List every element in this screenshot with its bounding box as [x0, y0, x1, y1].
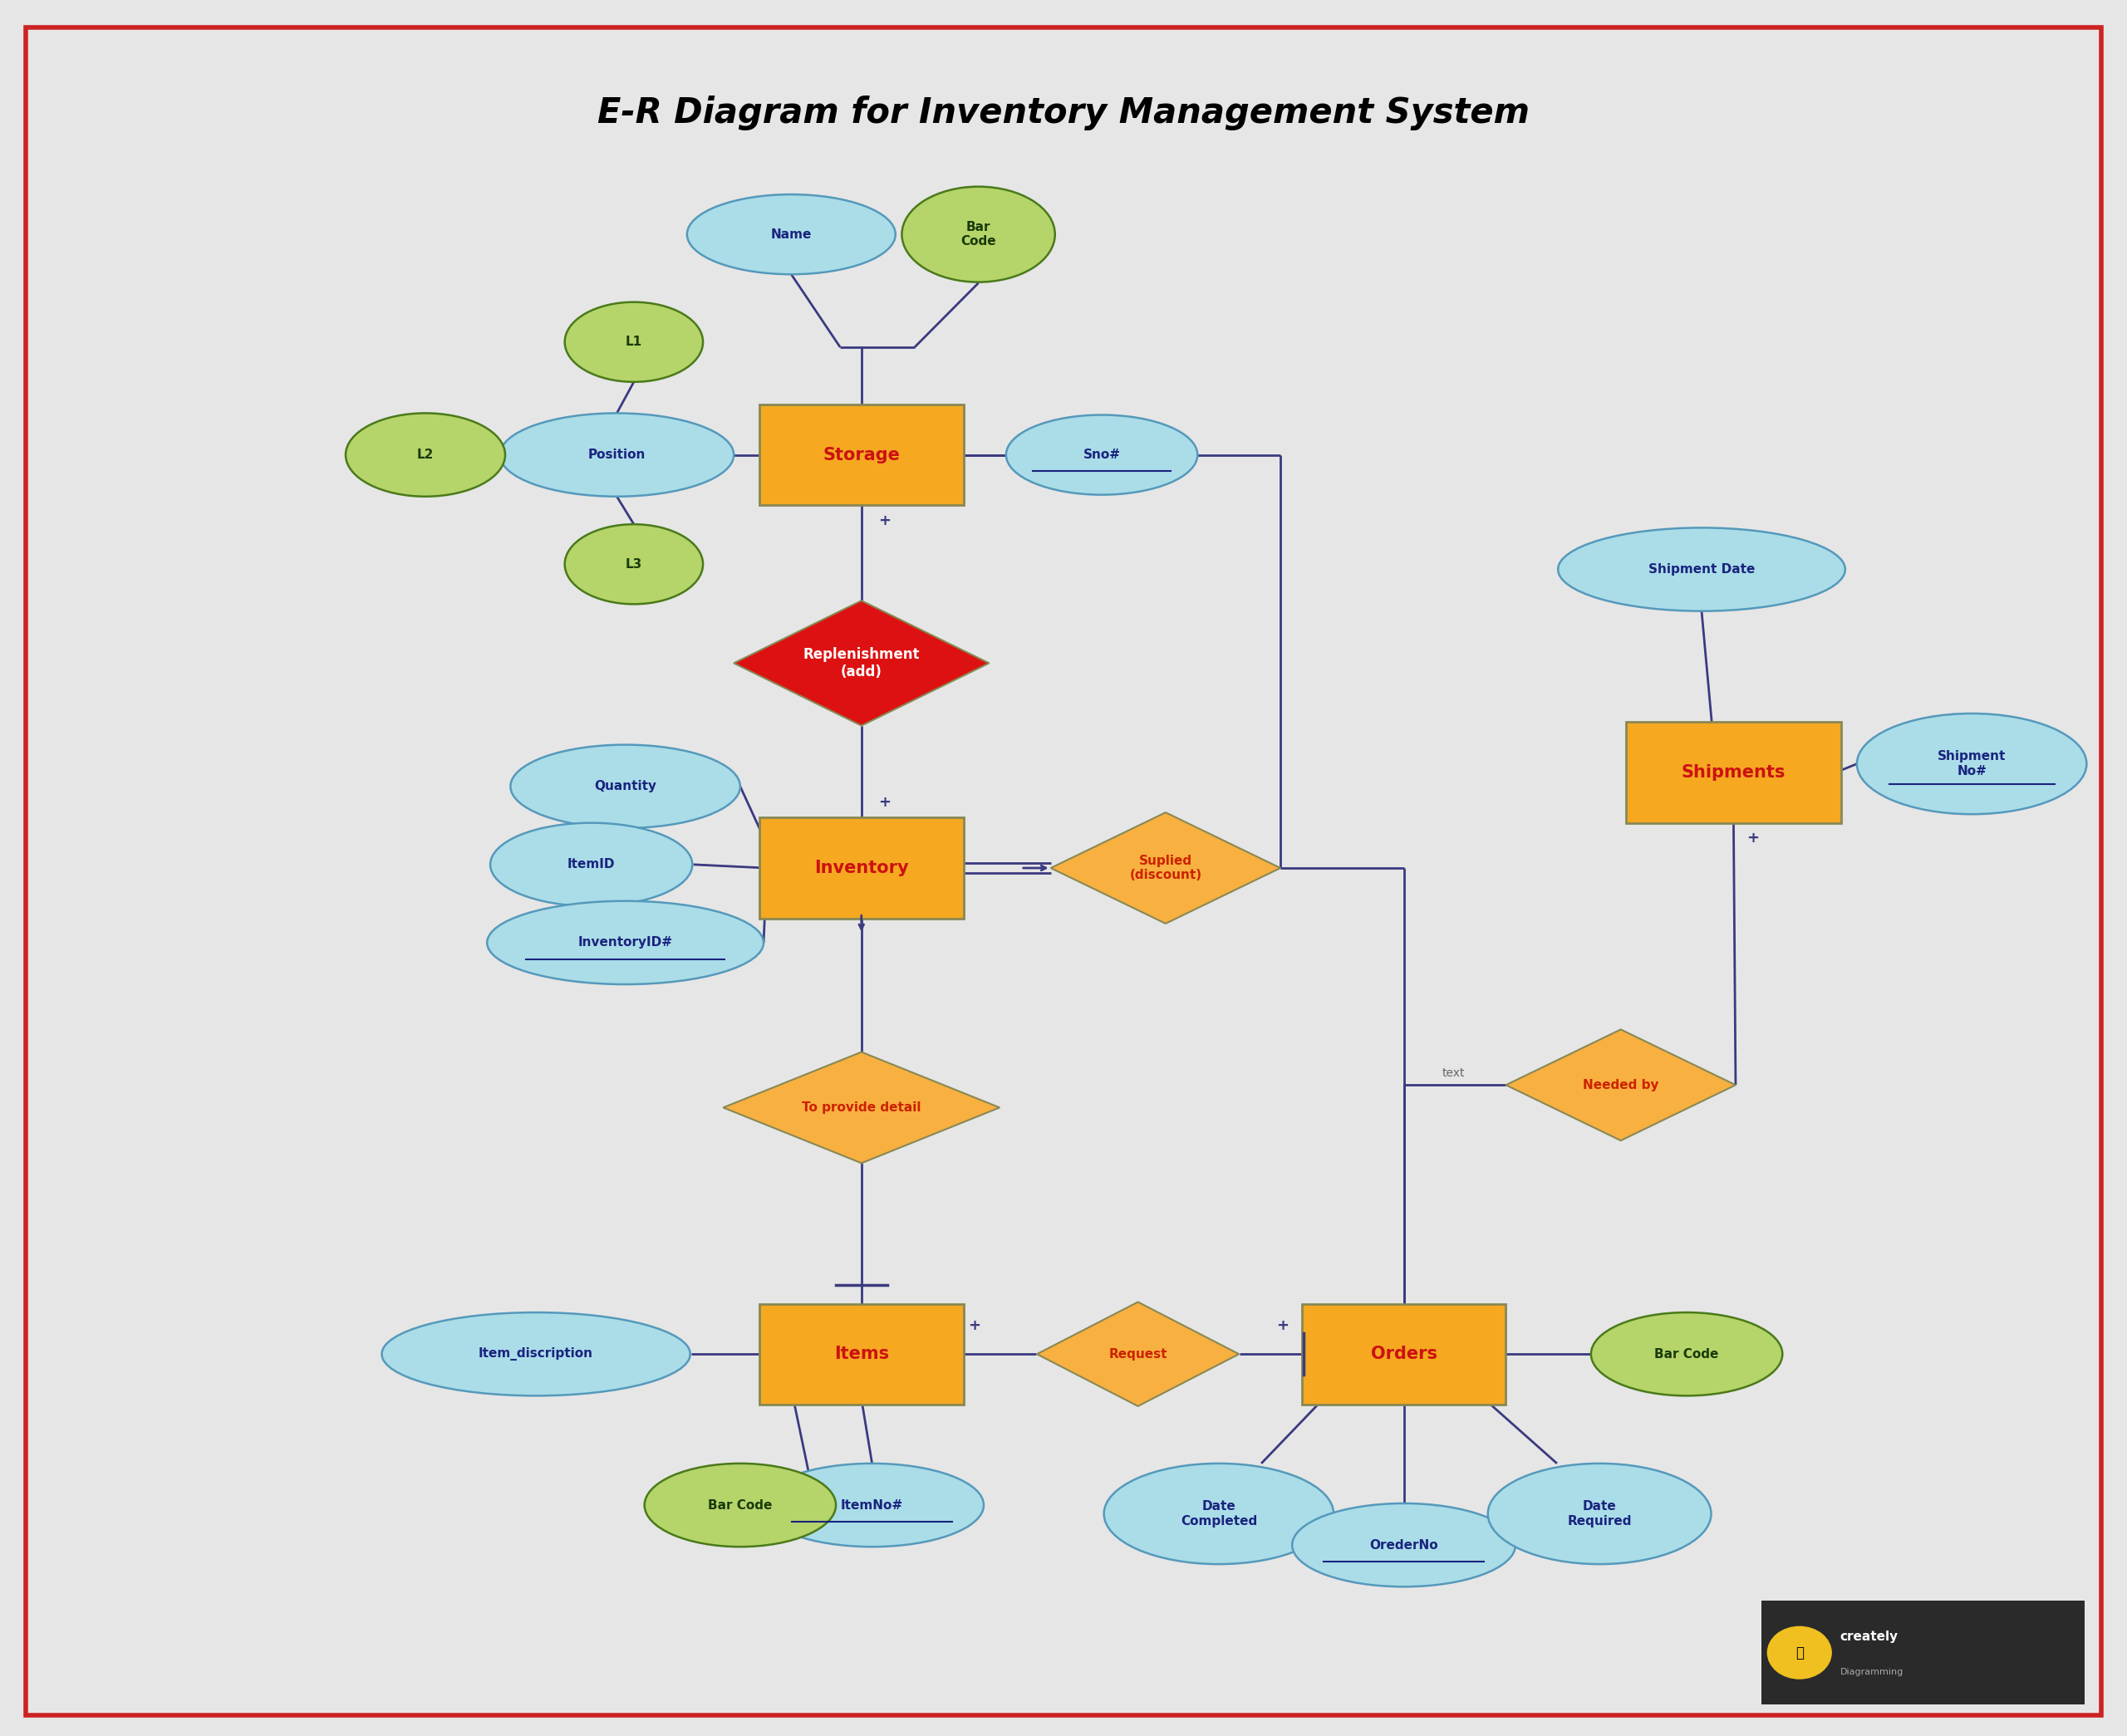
Ellipse shape: [491, 823, 693, 906]
Text: +: +: [878, 795, 891, 809]
Text: Needed by: Needed by: [1582, 1078, 1659, 1092]
FancyBboxPatch shape: [1761, 1601, 2084, 1705]
Text: E-R Diagram for Inventory Management System: E-R Diagram for Inventory Management Sys…: [598, 95, 1529, 130]
Ellipse shape: [761, 1463, 983, 1547]
Ellipse shape: [345, 413, 506, 496]
Text: ItemNo#: ItemNo#: [840, 1498, 904, 1512]
Text: OrederNo: OrederNo: [1370, 1538, 1438, 1552]
Ellipse shape: [1857, 713, 2087, 814]
Text: L1: L1: [625, 335, 642, 349]
Text: creately: creately: [1840, 1630, 1897, 1644]
Text: text: text: [1442, 1068, 1466, 1078]
Text: Bar Code: Bar Code: [1655, 1347, 1719, 1361]
Text: InventoryID#: InventoryID#: [579, 936, 672, 950]
Ellipse shape: [1293, 1503, 1517, 1587]
Text: Suplied
(discount): Suplied (discount): [1129, 854, 1202, 882]
Text: Shipments: Shipments: [1682, 764, 1785, 781]
Text: 💡: 💡: [1795, 1646, 1804, 1660]
Ellipse shape: [500, 413, 734, 496]
Text: Items: Items: [834, 1345, 889, 1363]
Text: Storage: Storage: [823, 446, 900, 464]
Text: +: +: [968, 1318, 981, 1333]
FancyBboxPatch shape: [759, 1304, 964, 1404]
Ellipse shape: [566, 524, 702, 604]
Text: L2: L2: [417, 448, 434, 462]
Text: ItemID: ItemID: [568, 858, 615, 871]
Text: Quantity: Quantity: [593, 779, 657, 793]
Text: +: +: [1746, 832, 1759, 845]
Text: +: +: [1276, 1318, 1289, 1333]
Text: Date
Completed: Date Completed: [1180, 1500, 1257, 1528]
Ellipse shape: [687, 194, 895, 274]
Polygon shape: [1038, 1302, 1238, 1406]
Ellipse shape: [510, 745, 740, 828]
Text: +: +: [878, 514, 891, 528]
FancyBboxPatch shape: [1302, 1304, 1506, 1404]
Text: Diagramming: Diagramming: [1840, 1668, 1904, 1675]
Text: Shipment
No#: Shipment No#: [1938, 750, 2006, 778]
Text: Bar
Code: Bar Code: [961, 220, 995, 248]
Text: Inventory: Inventory: [815, 859, 908, 877]
Circle shape: [1768, 1627, 1831, 1679]
Ellipse shape: [644, 1463, 836, 1547]
Ellipse shape: [383, 1312, 691, 1396]
Text: Sno#: Sno#: [1083, 448, 1121, 462]
FancyBboxPatch shape: [759, 404, 964, 505]
Text: Bar Code: Bar Code: [708, 1498, 772, 1512]
Text: Replenishment
(add): Replenishment (add): [804, 648, 919, 679]
FancyBboxPatch shape: [1625, 722, 1840, 823]
Text: Shipment Date: Shipment Date: [1648, 562, 1755, 576]
Text: L3: L3: [625, 557, 642, 571]
Text: Name: Name: [770, 227, 813, 241]
Polygon shape: [1506, 1029, 1736, 1141]
Text: Request: Request: [1108, 1347, 1168, 1361]
Ellipse shape: [1489, 1463, 1712, 1564]
Text: Item_discription: Item_discription: [479, 1347, 593, 1361]
Ellipse shape: [1006, 415, 1198, 495]
Ellipse shape: [1591, 1312, 1782, 1396]
Polygon shape: [723, 1052, 1000, 1163]
Polygon shape: [1051, 812, 1280, 924]
Ellipse shape: [566, 302, 702, 382]
Text: Orders: Orders: [1370, 1345, 1438, 1363]
Ellipse shape: [902, 187, 1055, 283]
FancyBboxPatch shape: [759, 818, 964, 918]
Text: Date
Required: Date Required: [1568, 1500, 1631, 1528]
Text: Position: Position: [587, 448, 647, 462]
Text: To provide detail: To provide detail: [802, 1101, 921, 1115]
Polygon shape: [734, 601, 989, 726]
Ellipse shape: [1557, 528, 1846, 611]
Ellipse shape: [1104, 1463, 1334, 1564]
Ellipse shape: [487, 901, 764, 984]
